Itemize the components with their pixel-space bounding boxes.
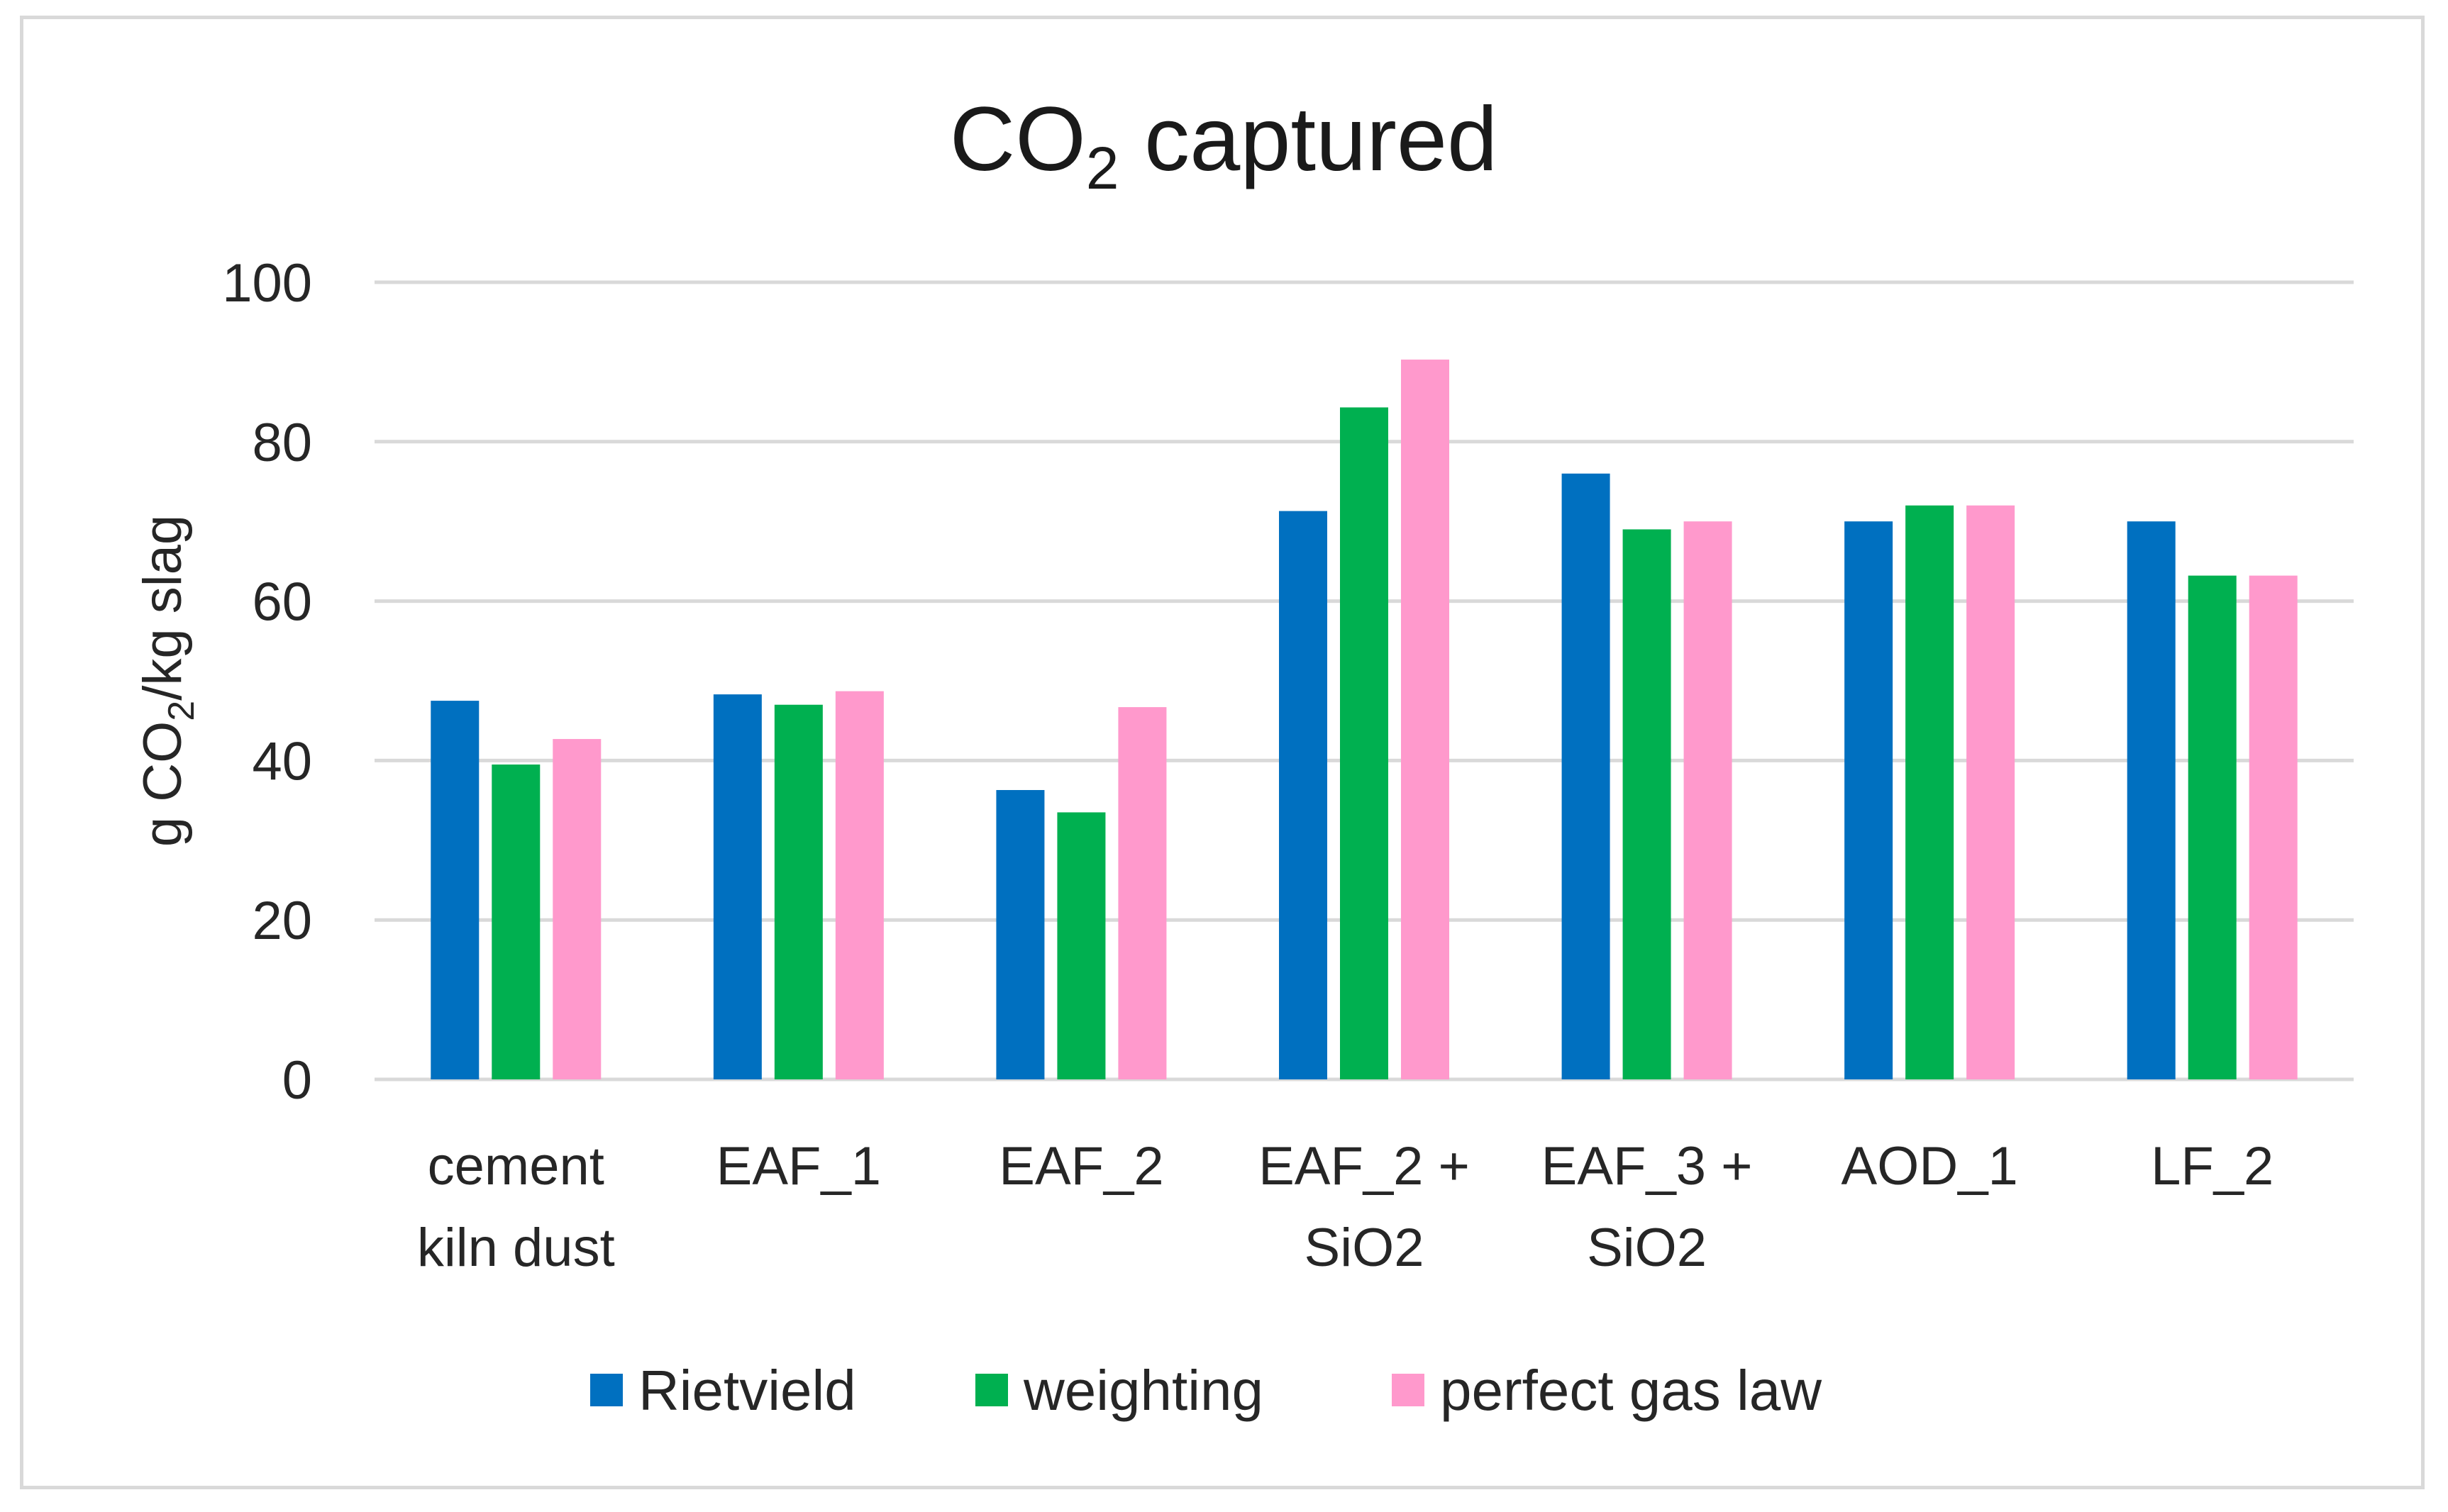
x-tick-label: SiO2	[1305, 1218, 1424, 1278]
chart-title: CO2 captured	[950, 89, 1497, 201]
y-tick-label: 20	[252, 891, 312, 951]
bar	[1279, 511, 1327, 1079]
x-tick-label: AOD_1	[1841, 1136, 2018, 1196]
bar	[431, 701, 480, 1079]
y-axis-ticks: 0 20 40 60 80 100	[222, 253, 312, 1111]
bar	[1966, 505, 2015, 1079]
bar	[492, 765, 541, 1079]
y-tick-label: 100	[222, 253, 312, 313]
x-tick-label: EAF_2 +	[1258, 1136, 1470, 1196]
bar	[2127, 521, 2176, 1079]
y-tick-label: 60	[252, 572, 312, 633]
y-tick-label: 40	[252, 731, 312, 791]
bar	[1340, 407, 1388, 1079]
x-axis-labels: cement kiln dust EAF_1 EAF_2 EAF_2 + SiO2 EAF_…	[417, 1136, 2273, 1278]
x-tick-label: EAF_2	[999, 1136, 1163, 1196]
x-tick-label: SiO2	[1587, 1218, 1707, 1278]
bar	[2188, 575, 2237, 1079]
bar	[1118, 707, 1167, 1079]
bar	[713, 694, 762, 1079]
y-tick-label: 0	[282, 1050, 312, 1111]
x-tick-label: EAF_3 +	[1541, 1136, 1753, 1196]
x-tick-label: LF_2	[2151, 1136, 2273, 1196]
bar	[1622, 529, 1671, 1079]
bar	[1905, 505, 1954, 1079]
y-tick-label: 80	[252, 413, 312, 473]
legend-swatch	[975, 1374, 1008, 1406]
legend-swatch	[1392, 1374, 1424, 1406]
bar	[2249, 575, 2298, 1079]
x-tick-label: EAF_1	[716, 1136, 881, 1196]
bar	[996, 789, 1045, 1079]
legend: Rietvield weighting perfect gas law	[590, 1359, 1822, 1422]
bar	[1401, 360, 1449, 1079]
bar	[1057, 812, 1106, 1079]
chart-frame	[20, 16, 2425, 1489]
legend-label: Rietvield	[638, 1359, 856, 1422]
bar	[1561, 473, 1610, 1079]
bar	[774, 704, 823, 1079]
bar	[1844, 521, 1893, 1079]
bar	[835, 691, 884, 1079]
bar	[1683, 521, 1732, 1079]
y-axis-title: g CO2/kg slag	[133, 515, 202, 847]
bars	[431, 360, 2298, 1079]
x-tick-label: cement	[428, 1136, 604, 1196]
legend-label: weighting	[1023, 1359, 1263, 1422]
legend-swatch	[590, 1374, 623, 1406]
x-tick-label: kiln dust	[417, 1218, 615, 1278]
bar	[553, 739, 602, 1079]
legend-label: perfect gas law	[1440, 1359, 1822, 1422]
